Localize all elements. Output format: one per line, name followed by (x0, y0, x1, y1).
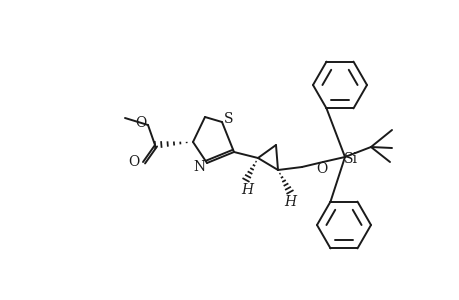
Text: methyl: methyl (102, 110, 122, 115)
Text: Si: Si (343, 152, 357, 166)
Text: H: H (283, 195, 296, 209)
Text: O: O (135, 116, 146, 130)
Text: O: O (316, 162, 327, 176)
Text: methyl: methyl (103, 116, 123, 121)
Text: S: S (224, 112, 233, 126)
Text: O: O (128, 155, 140, 169)
Text: N: N (192, 160, 205, 174)
Text: H: H (241, 183, 252, 197)
